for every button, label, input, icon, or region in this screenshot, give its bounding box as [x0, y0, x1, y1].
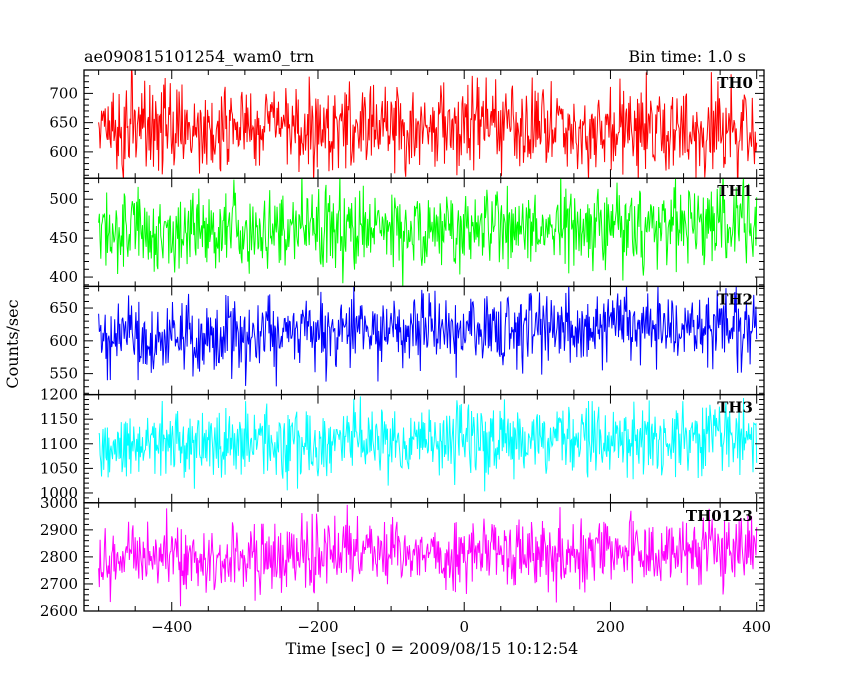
- series-line-th0123: [98, 504, 758, 607]
- x-tick-label: −400: [151, 618, 192, 636]
- y-tick-label: 400: [49, 268, 78, 286]
- y-tick-label: 2900: [40, 521, 78, 539]
- x-tick-label: −200: [297, 618, 338, 636]
- x-tick-label: 0: [459, 618, 469, 636]
- series-line-th1: [98, 178, 758, 287]
- y-tick-label: 700: [49, 84, 78, 102]
- panel-label-th2: TH2: [717, 290, 753, 308]
- y-tick-label: 600: [49, 332, 78, 350]
- y-tick-label: 2600: [40, 602, 78, 620]
- chart-title: ae090815101254_wam0_trn: [84, 47, 314, 66]
- panels: 600 650 700 TH0 400 450 500 TH1 550 600 650 TH2 1000…: [40, 69, 765, 620]
- y-tick-label: 1000: [40, 484, 78, 502]
- y-tick-label: 1100: [40, 435, 78, 453]
- panel-th2: 550 600 650 TH2: [49, 285, 765, 396]
- panel-label-th0123: TH0123: [686, 507, 753, 525]
- y-tick-label: 650: [49, 114, 78, 132]
- y-tick-label: 2800: [40, 548, 78, 566]
- y-tick-label: 3000: [40, 494, 78, 512]
- y-tick-label: 600: [49, 143, 78, 161]
- series-line-th2: [98, 286, 758, 387]
- series-line-th3: [98, 396, 758, 492]
- x-axis: −400 −200 0 200 400: [151, 618, 771, 636]
- panel-th0123: 2600 2700 2800 2900 3000 TH0123: [40, 494, 765, 620]
- panel-th0: 600 650 700 TH0: [49, 69, 765, 179]
- y-tick-label: 650: [49, 299, 78, 317]
- y-axis-label: Counts/sec: [3, 299, 22, 388]
- x-tick-label: 400: [742, 618, 771, 636]
- y-tick-label: 1050: [40, 459, 78, 477]
- panel-th1: 400 450 500 TH1: [49, 177, 765, 288]
- panel-th3: 1000 1050 1100 1150 1200 TH3: [40, 386, 765, 504]
- x-axis-label: Time [sec] 0 = 2009/08/15 10:12:54: [286, 639, 579, 658]
- y-tick-label: 550: [49, 365, 78, 383]
- y-tick-label: 1200: [40, 386, 78, 404]
- panel-label-th1: TH1: [717, 182, 753, 200]
- y-tick-label: 450: [49, 229, 78, 247]
- panel-label-th0: TH0: [717, 74, 753, 92]
- y-tick-label: 2700: [40, 575, 78, 593]
- y-tick-label: 1150: [40, 410, 78, 428]
- x-tick-label: 200: [596, 618, 625, 636]
- series-line-th0: [98, 70, 758, 179]
- y-tick-label: 500: [49, 190, 78, 208]
- bin-time-label: Bin time: 1.0 s: [628, 47, 746, 66]
- panel-label-th3: TH3: [717, 399, 753, 417]
